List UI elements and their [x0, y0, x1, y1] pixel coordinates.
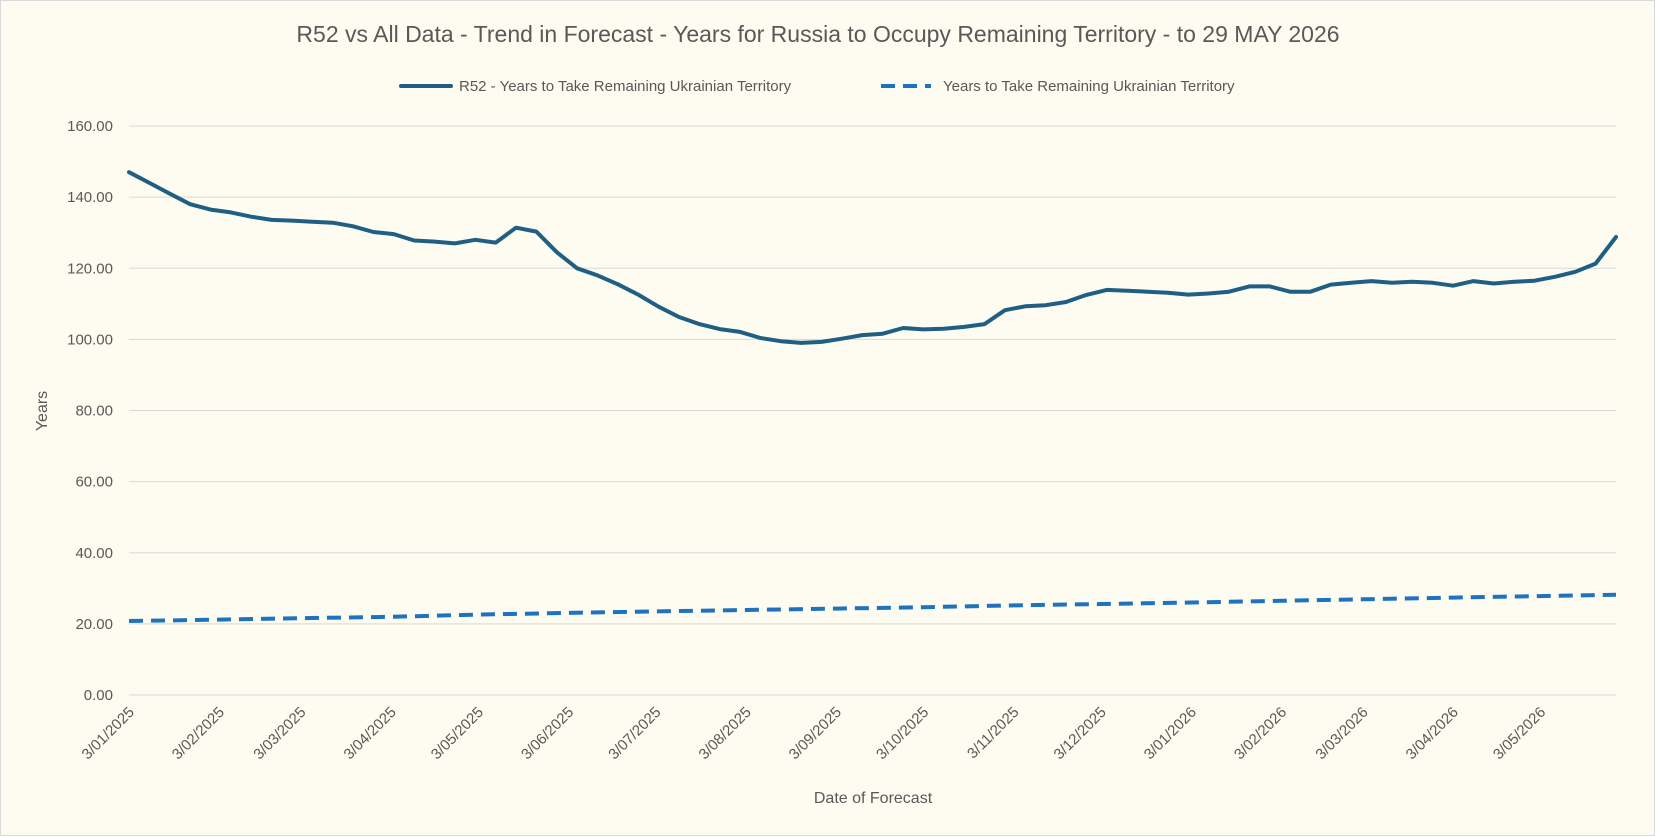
x-tick-label: 3/01/2026: [1141, 704, 1200, 763]
x-tick-label: 3/06/2025: [518, 704, 577, 763]
x-tick-label: 3/05/2026: [1490, 704, 1549, 763]
x-tick-label: 3/11/2025: [964, 704, 1022, 762]
y-tick-label: 100.00: [67, 331, 113, 348]
y-tick-label: 120.00: [67, 260, 113, 277]
y-tick-label: 80.00: [75, 403, 113, 420]
series-layer: [127, 170, 1618, 623]
x-tick-label: 3/10/2025: [873, 704, 932, 763]
y-axis-ticks: 0.00 20.00 40.00 60.00 80.00 100.00 120.00 140.…: [67, 118, 113, 704]
x-axis-title: Date of Forecast: [814, 790, 933, 807]
x-tick-label: 3/02/2025: [169, 704, 228, 763]
legend-item-all-data[interactable]: Years to Take Remaining Ukrainian Territ…: [881, 78, 1235, 95]
legend-label-all-data: Years to Take Remaining Ukrainian Territ…: [943, 78, 1235, 95]
legend-item-r52[interactable]: R52 - Years to Take Remaining Ukrainian …: [399, 78, 792, 95]
y-axis-title: Years: [34, 391, 51, 431]
series-line-0: [127, 170, 1618, 345]
legend-label-r52: R52 - Years to Take Remaining Ukrainian …: [459, 78, 792, 95]
y-tick-label: 140.00: [67, 189, 113, 206]
y-tick-label: 0.00: [84, 687, 113, 704]
legend: R52 - Years to Take Remaining Ukrainian …: [399, 78, 1235, 95]
x-tick-label: 3/12/2025: [1051, 704, 1110, 763]
x-tick-label: 3/04/2026: [1403, 704, 1462, 763]
y-tick-label: 20.00: [75, 616, 113, 633]
x-tick-label: 3/04/2025: [341, 704, 400, 763]
chart-title: R52 vs All Data - Trend in Forecast - Ye…: [296, 21, 1339, 47]
x-tick-label: 3/08/2025: [696, 704, 755, 763]
x-tick-label: 3/05/2025: [428, 704, 487, 763]
y-tick-label: 60.00: [75, 474, 113, 491]
y-tick-label: 160.00: [67, 118, 113, 135]
x-tick-label: 3/09/2025: [786, 704, 845, 763]
y-tick-label: 40.00: [75, 545, 113, 562]
x-tick-label: 3/03/2026: [1312, 704, 1371, 763]
x-tick-label: 3/07/2025: [605, 704, 664, 763]
x-axis-ticks: 3/01/2025 3/02/2025 3/03/2025 3/04/2025 3/05…: [79, 704, 1550, 763]
x-tick-label: 3/02/2026: [1231, 704, 1290, 763]
gridlines: [129, 125, 1616, 696]
x-tick-label: 3/01/2025: [79, 704, 138, 763]
x-tick-label: 3/03/2025: [250, 704, 309, 763]
series-line-1: [128, 592, 1617, 623]
